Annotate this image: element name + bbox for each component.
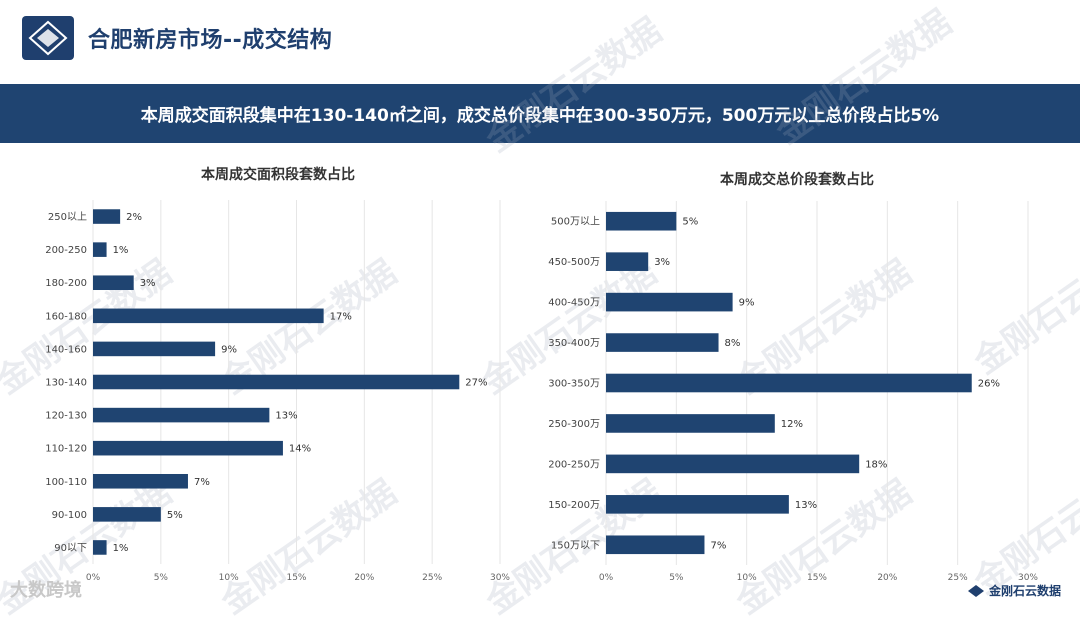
value-label: 14% — [289, 444, 311, 455]
value-label: 5% — [167, 510, 183, 521]
category-label: 120-130 — [45, 411, 87, 422]
value-label: 27% — [465, 378, 487, 389]
bar — [93, 308, 324, 324]
value-label: 13% — [795, 500, 817, 511]
bar — [606, 454, 860, 474]
category-label: 90以下 — [54, 543, 87, 554]
category-label: 150万以下 — [551, 540, 600, 551]
page-title: 合肥新房市场--成交结构 — [88, 28, 333, 53]
category-label: 140-160 — [45, 344, 87, 355]
bar — [606, 333, 719, 352]
bar — [606, 373, 972, 393]
value-label: 3% — [654, 257, 670, 268]
value-label: 1% — [113, 245, 129, 256]
bar — [93, 507, 161, 522]
x-tick-label: 10% — [737, 573, 757, 583]
value-label: 26% — [978, 379, 1000, 390]
price-distribution-chart: 本周成交总价段套数占比 0% 5% 10% 15% 20% 25% 30% 500万以上 5% 45… — [548, 171, 1038, 583]
value-label: 18% — [865, 459, 887, 470]
category-label: 350-400万 — [548, 338, 600, 349]
bar — [93, 275, 134, 291]
category-label: 500万以上 — [551, 216, 600, 228]
x-tick-label: 15% — [286, 573, 306, 583]
x-tick-label: 30% — [1018, 573, 1038, 583]
category-label: 400-450万 — [548, 298, 600, 309]
x-tick-label: 30% — [490, 573, 510, 583]
x-tick-label: 25% — [948, 573, 968, 583]
bar — [93, 209, 121, 224]
category-label: 160-180 — [45, 311, 87, 322]
value-label: 13% — [275, 411, 297, 422]
bar — [606, 535, 705, 555]
value-label: 5% — [682, 217, 698, 228]
footer-source-label: 大数跨境 — [10, 580, 82, 601]
brand-mark-icon — [968, 584, 984, 597]
bar — [93, 473, 188, 489]
category-label: 150-200万 — [548, 500, 600, 511]
value-label: 2% — [126, 212, 142, 223]
category-label: 250-300万 — [548, 419, 600, 430]
x-tick-label: 20% — [354, 573, 374, 583]
x-tick-label: 20% — [877, 573, 897, 583]
x-tick-label: 5% — [669, 573, 684, 583]
x-tick-label: 25% — [422, 573, 442, 583]
value-label: 1% — [113, 543, 129, 554]
bar — [606, 211, 677, 231]
summary-banner: 本周成交面积段集中在130-140㎡之间，成交总价段集中在300-350万元，5… — [0, 84, 1080, 143]
bar — [93, 374, 460, 390]
category-label: 200-250 — [45, 245, 87, 256]
bar — [606, 252, 649, 271]
bar — [606, 414, 775, 433]
x-tick-label: 5% — [154, 573, 169, 583]
category-label: 90-100 — [52, 510, 87, 521]
footer-brand: 金刚石云数据 — [968, 582, 1061, 599]
bar — [93, 407, 270, 423]
chart-title: 本周成交总价段套数占比 — [720, 171, 874, 188]
bar — [606, 495, 789, 514]
category-label: 130-140 — [45, 378, 87, 389]
value-label: 3% — [140, 278, 156, 289]
category-label: 100-110 — [45, 477, 87, 488]
charts-canvas: 本周成交面积段套数占比 0% 5% 10% 15% 20% 25% 30% 250以上 2% 200… — [45, 166, 1038, 583]
value-label: 8% — [725, 338, 741, 349]
category-label: 180-200 — [45, 278, 87, 289]
area-distribution-chart: 本周成交面积段套数占比 0% 5% 10% 15% 20% 25% 30% 250以上 2% 200… — [45, 166, 510, 583]
footer-brand-text: 金刚石云数据 — [989, 584, 1062, 598]
value-label: 9% — [739, 298, 755, 309]
category-label: 450-500万 — [548, 257, 600, 268]
brand-logo — [22, 16, 74, 60]
x-tick-label: 15% — [807, 573, 827, 583]
value-label: 7% — [710, 540, 726, 551]
bar — [93, 540, 107, 555]
chart-title: 本周成交面积段套数占比 — [201, 166, 355, 183]
category-label: 200-250万 — [548, 459, 600, 470]
value-label: 9% — [221, 344, 237, 355]
bar — [606, 292, 733, 312]
bar — [93, 341, 216, 357]
bar — [93, 242, 107, 257]
x-tick-label: 10% — [219, 573, 239, 583]
x-tick-label: 0% — [86, 573, 101, 583]
category-label: 250以上 — [48, 211, 87, 223]
category-label: 300-350万 — [548, 379, 600, 390]
value-label: 12% — [781, 419, 803, 430]
value-label: 17% — [330, 311, 352, 322]
value-label: 7% — [194, 477, 210, 488]
x-tick-label: 0% — [599, 573, 614, 583]
category-label: 110-120 — [45, 444, 87, 455]
bar — [93, 440, 283, 456]
